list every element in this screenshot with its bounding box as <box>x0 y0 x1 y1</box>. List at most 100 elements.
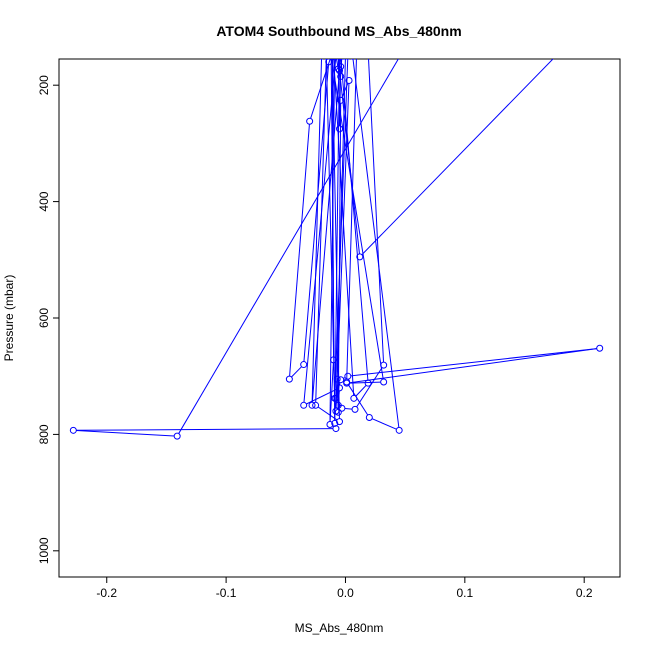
data-point <box>329 59 334 60</box>
data-point <box>337 376 345 384</box>
series-segment <box>311 59 341 403</box>
data-point <box>364 379 372 387</box>
data-point <box>326 421 334 429</box>
y-axis: 200 400 600 800 1000 <box>37 75 59 564</box>
data-point <box>333 59 338 60</box>
x-tick-label: -0.1 <box>216 586 237 600</box>
x-tick-label: -0.2 <box>96 586 117 600</box>
series-segment <box>349 348 597 384</box>
data-point <box>336 59 341 60</box>
series-segment <box>311 59 323 403</box>
chart-title: ATOM4 Southbound MS_Abs_480nm <box>216 23 461 39</box>
data-point <box>337 96 345 104</box>
series-segment <box>335 59 339 67</box>
series-layer <box>69 59 604 440</box>
data-point <box>300 401 308 409</box>
data-point <box>336 384 343 392</box>
series-segment <box>352 59 400 428</box>
series-segment <box>335 83 350 409</box>
series-segment <box>330 59 336 421</box>
series-segment <box>355 385 367 397</box>
series-segment <box>340 59 369 381</box>
series-segment <box>329 362 334 422</box>
data-point <box>332 59 337 60</box>
series-segment <box>76 429 175 437</box>
series-segment <box>368 59 385 363</box>
data-point <box>325 59 333 66</box>
series-segment <box>346 59 357 380</box>
series-segment <box>76 428 333 431</box>
series-segment <box>341 83 349 98</box>
data-point <box>596 344 604 352</box>
data-point <box>337 59 342 60</box>
series-segment <box>306 388 338 405</box>
series-segment <box>334 59 340 421</box>
data-point <box>330 356 338 364</box>
data-point <box>300 361 308 369</box>
data-point <box>350 59 355 60</box>
series-segment <box>178 59 399 434</box>
data-point <box>380 361 388 369</box>
data-point <box>331 419 339 427</box>
data-point <box>285 375 293 383</box>
data-point <box>334 401 342 409</box>
y-tick-label: 1000 <box>37 537 51 564</box>
x-axis: -0.2 -0.1 0.0 0.1 0.2 <box>96 577 593 600</box>
series-segment <box>335 59 346 409</box>
x-tick-label: 0.1 <box>456 586 473 600</box>
data-point <box>343 59 348 60</box>
data-point <box>334 408 342 416</box>
series-segment <box>303 59 337 403</box>
data-point <box>332 425 340 433</box>
series-segment <box>291 366 302 378</box>
data-point <box>365 414 373 422</box>
data-point <box>336 59 341 60</box>
data-point <box>308 401 316 409</box>
data-point <box>319 59 324 60</box>
data-point <box>341 59 346 60</box>
data-point <box>336 418 343 426</box>
data-point <box>336 125 343 133</box>
data-point <box>306 117 314 125</box>
series-segment <box>347 384 369 416</box>
data-point <box>343 379 351 387</box>
data-point <box>339 59 344 60</box>
data-point <box>356 253 364 261</box>
series-segment <box>289 124 310 377</box>
series-segment <box>371 418 397 430</box>
x-axis-label: MS_Abs_480nm <box>295 621 384 635</box>
data-point <box>380 378 388 386</box>
data-point <box>69 426 77 434</box>
y-tick-label: 800 <box>37 424 51 444</box>
data-point <box>333 375 341 383</box>
series-segment <box>350 348 597 377</box>
data-point <box>333 59 338 60</box>
data-point <box>345 59 350 60</box>
data-point <box>338 59 343 60</box>
data-point <box>324 59 329 60</box>
series-segment <box>344 407 353 410</box>
data-point <box>330 59 335 60</box>
series-segment <box>337 103 342 410</box>
y-tick-label: 200 <box>37 75 51 95</box>
data-point <box>345 77 353 85</box>
series-segment <box>361 59 554 256</box>
data-point <box>337 59 342 60</box>
data-point <box>312 401 320 409</box>
data-point <box>395 426 403 434</box>
data-point <box>329 59 334 60</box>
data-point <box>334 65 342 73</box>
data-point <box>344 372 352 380</box>
series-segment <box>356 367 383 408</box>
y-axis-label: Pressure (mbar) <box>2 275 16 362</box>
series-segment <box>317 406 338 421</box>
y-tick-label: 400 <box>37 191 51 211</box>
x-tick-label: 0.0 <box>337 586 354 600</box>
data-point <box>338 59 343 60</box>
data-point <box>338 59 343 60</box>
data-point <box>350 394 358 402</box>
y-tick-label: 600 <box>37 308 51 328</box>
data-point <box>337 63 345 71</box>
